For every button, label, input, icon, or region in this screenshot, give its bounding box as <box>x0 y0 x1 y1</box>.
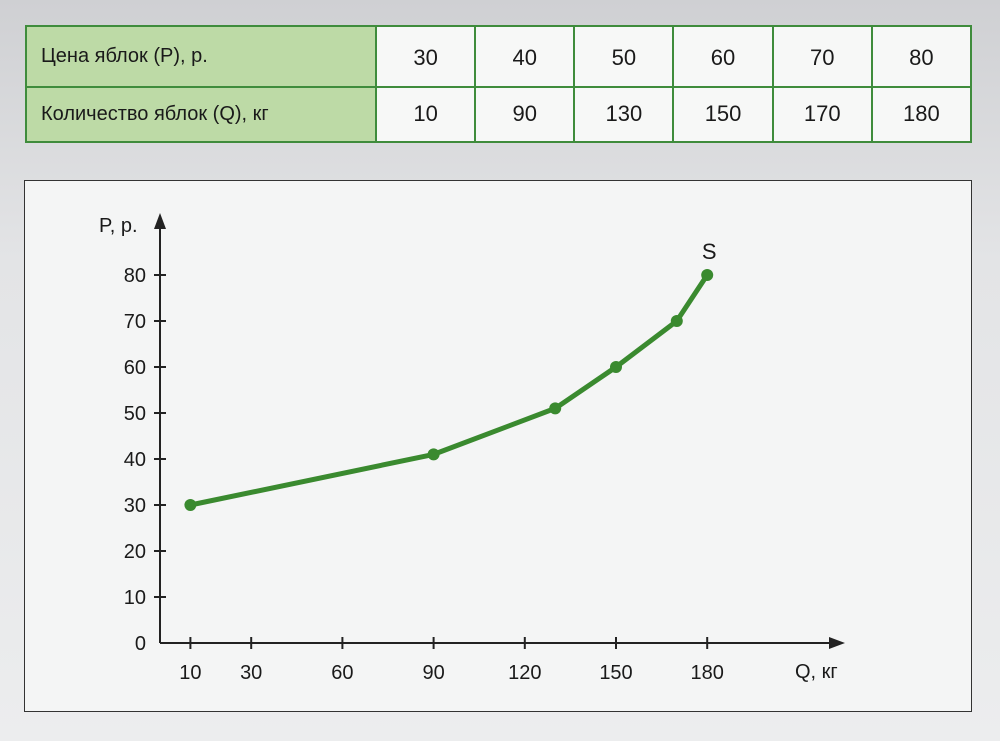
quantity-cell: 180 <box>870 85 973 144</box>
supply-curve-point <box>701 269 714 281</box>
price-quantity-table-container: Цена яблок (P), р. 30 40 50 60 70 80 Кол… <box>25 25 973 144</box>
x-axis-arrow <box>829 637 845 649</box>
quantity-row-header: Количество яблок (Q), кг <box>25 85 377 144</box>
price-row: Цена яблок (P), р. 30 40 50 60 70 80 <box>25 25 973 88</box>
price-cell: 60 <box>672 25 774 88</box>
supply-curve-point <box>427 448 440 461</box>
quantity-cell: 90 <box>474 85 576 144</box>
price-cell: 30 <box>374 25 477 88</box>
quantity-cell: 130 <box>573 85 675 144</box>
x-tick-label: 90 <box>422 662 444 684</box>
price-quantity-table: Цена яблок (P), р. 30 40 50 60 70 80 Кол… <box>25 25 973 144</box>
y-tick-label: 80 <box>124 265 146 287</box>
price-cell: 50 <box>573 25 675 88</box>
y-tick-label: 0 <box>135 633 146 655</box>
quantity-cell: 10 <box>374 85 477 144</box>
supply-curve-point <box>549 402 562 415</box>
x-axis-label: Q, кг <box>795 661 838 683</box>
y-tick-label: 10 <box>124 587 146 609</box>
x-tick-label: 60 <box>331 662 353 684</box>
price-cell: 40 <box>474 25 576 88</box>
supply-curve-point <box>670 315 683 327</box>
y-axis-arrow <box>154 213 166 229</box>
quantity-cell: 170 <box>771 85 873 144</box>
price-cell: 70 <box>771 25 873 88</box>
x-tick-label: 10 <box>179 662 201 684</box>
y-tick-label: 30 <box>124 495 146 517</box>
y-tick-label: 20 <box>124 541 146 563</box>
chart-series: S <box>184 239 717 511</box>
y-axis-label: P, р. <box>99 215 138 237</box>
supply-curve-point <box>184 499 197 511</box>
x-tick-label: 150 <box>599 662 632 684</box>
y-tick-label: 40 <box>124 449 146 471</box>
y-tick-label: 50 <box>124 403 146 425</box>
y-tick-label: 60 <box>124 357 146 379</box>
price-row-header: Цена яблок (P), р. <box>25 25 377 88</box>
chart-ticks: 0 10 20 30 40 50 60 70 80 10 30 60 90 120 150 180 <box>124 265 724 684</box>
x-tick-label: 180 <box>691 662 724 684</box>
supply-curve-point <box>610 361 622 373</box>
quantity-row: Количество яблок (Q), кг 10 90 130 150 1… <box>25 85 973 144</box>
x-tick-label: 30 <box>240 662 262 684</box>
supply-chart: 0 10 20 30 40 50 60 70 80 10 30 60 90 120 150 180 S P, … <box>99 213 845 684</box>
series-label: S <box>702 239 717 264</box>
supply-curve-line <box>187 272 710 508</box>
quantity-cell: 150 <box>672 85 774 144</box>
chart-axes <box>154 213 845 649</box>
x-tick-label: 120 <box>508 662 541 684</box>
supply-chart-frame: 0 10 20 30 40 50 60 70 80 10 30 60 90 120 150 180 S P, … <box>24 180 972 712</box>
y-tick-label: 70 <box>124 311 146 333</box>
price-cell: 80 <box>870 25 973 88</box>
